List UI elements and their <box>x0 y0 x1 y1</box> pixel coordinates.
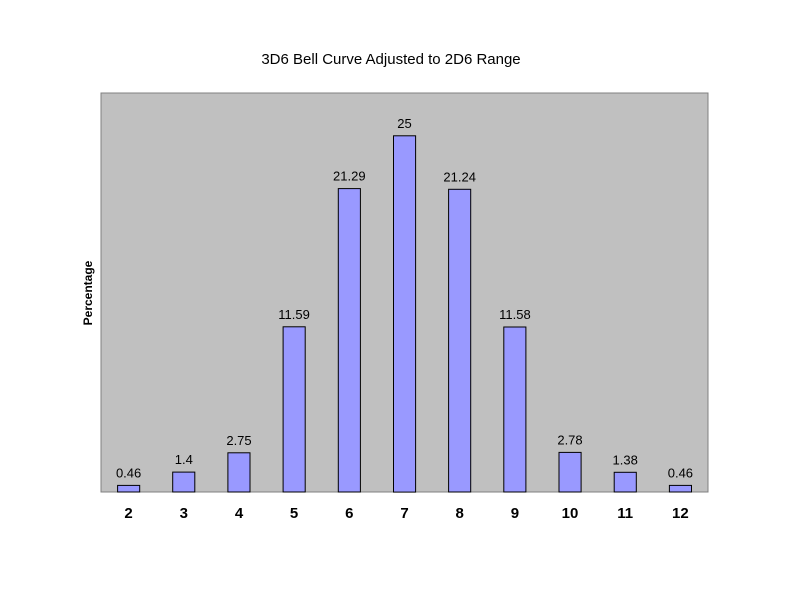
data-label-3: 1.4 <box>175 452 193 467</box>
bar-4 <box>227 452 251 493</box>
data-label-11: 1.38 <box>613 452 638 467</box>
bar-10 <box>558 451 582 493</box>
x-tick-10: 10 <box>562 505 579 522</box>
bar-5 <box>282 326 306 493</box>
data-label-7: 25 <box>397 116 411 131</box>
bar-6 <box>337 188 361 493</box>
x-tick-4: 4 <box>235 505 244 522</box>
data-label-5: 11.59 <box>278 307 310 322</box>
data-labels-group: 0.46 1.4 2.75 11.59 21.29 25 21.24 11.58 2.78 1.3… <box>116 116 693 481</box>
x-tick-3: 3 <box>180 505 188 522</box>
data-label-2: 0.46 <box>116 465 141 480</box>
bar-2 <box>117 484 141 493</box>
bar-7 <box>393 135 417 493</box>
x-tick-12: 12 <box>672 505 689 522</box>
y-axis-label: Percentage <box>81 260 95 325</box>
bar-12 <box>668 484 693 493</box>
x-tick-5: 5 <box>290 505 298 522</box>
x-tick-2: 2 <box>124 505 132 522</box>
x-tick-9: 9 <box>511 505 519 522</box>
x-tick-11: 11 <box>617 505 633 522</box>
bar-3 <box>172 471 196 493</box>
data-label-4: 2.75 <box>226 433 251 448</box>
data-label-6: 21.29 <box>333 169 366 184</box>
data-label-8: 21.24 <box>443 169 476 184</box>
x-tick-labels-group: 2 3 4 5 6 7 8 9 10 11 12 <box>124 505 688 522</box>
data-label-9: 11.58 <box>499 307 531 322</box>
chart-title: 3D6 Bell Curve Adjusted to 2D6 Range <box>261 51 520 68</box>
data-label-10: 2.78 <box>557 432 582 447</box>
x-tick-6: 6 <box>345 505 353 522</box>
bar-8 <box>448 188 472 493</box>
bar-11 <box>613 471 637 493</box>
x-tick-8: 8 <box>456 505 464 522</box>
bar-9 <box>503 326 527 493</box>
bars-group <box>117 135 693 493</box>
data-label-12: 0.46 <box>668 465 693 480</box>
x-tick-7: 7 <box>400 505 408 522</box>
